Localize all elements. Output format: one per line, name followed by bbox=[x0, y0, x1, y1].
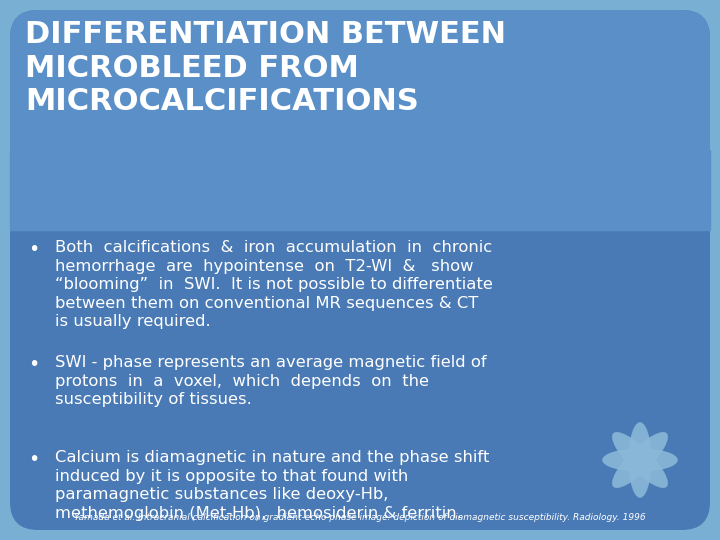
Text: •: • bbox=[28, 240, 40, 259]
FancyBboxPatch shape bbox=[10, 10, 710, 230]
Text: •: • bbox=[28, 355, 40, 374]
Text: •: • bbox=[28, 450, 40, 469]
Ellipse shape bbox=[612, 432, 668, 488]
Text: Yamada et al. Intracranial calcification on gradient-echo phase image: depiction: Yamada et al. Intracranial calcification… bbox=[74, 513, 646, 522]
Text: Calcium is diamagnetic in nature and the phase shift
induced by it is opposite t: Calcium is diamagnetic in nature and the… bbox=[55, 450, 490, 521]
Bar bbox=[10, 150, 710, 230]
Ellipse shape bbox=[612, 432, 668, 488]
FancyBboxPatch shape bbox=[10, 10, 710, 530]
Text: DIFFERENTIATION BETWEEN
MICROBLEED FROM
MICROCALCIFICATIONS: DIFFERENTIATION BETWEEN MICROBLEED FROM … bbox=[25, 20, 506, 116]
Ellipse shape bbox=[629, 422, 652, 498]
Ellipse shape bbox=[602, 448, 678, 471]
Text: SWI - phase represents an average magnetic field of
protons  in  a  voxel,  whic: SWI - phase represents an average magnet… bbox=[55, 355, 487, 407]
Text: Both  calcifications  &  iron  accumulation  in  chronic
hemorrhage  are  hypoin: Both calcifications & iron accumulation … bbox=[55, 240, 493, 329]
